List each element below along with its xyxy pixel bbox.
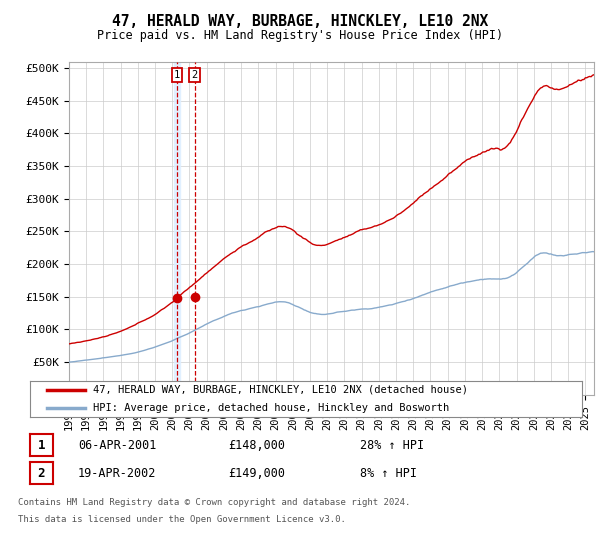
Text: 2: 2 [191, 70, 198, 80]
Text: 06-APR-2001: 06-APR-2001 [78, 438, 157, 452]
Text: HPI: Average price, detached house, Hinckley and Bosworth: HPI: Average price, detached house, Hinc… [94, 403, 450, 413]
Text: 28% ↑ HPI: 28% ↑ HPI [360, 438, 424, 452]
Text: 47, HERALD WAY, BURBAGE, HINCKLEY, LE10 2NX: 47, HERALD WAY, BURBAGE, HINCKLEY, LE10 … [112, 14, 488, 29]
Text: 1: 1 [38, 438, 45, 452]
Text: Contains HM Land Registry data © Crown copyright and database right 2024.: Contains HM Land Registry data © Crown c… [18, 498, 410, 507]
Text: £149,000: £149,000 [228, 466, 285, 480]
Text: 47, HERALD WAY, BURBAGE, HINCKLEY, LE10 2NX (detached house): 47, HERALD WAY, BURBAGE, HINCKLEY, LE10 … [94, 385, 469, 395]
Text: 2: 2 [38, 466, 45, 480]
Bar [175, 62, 179, 395]
Text: This data is licensed under the Open Government Licence v3.0.: This data is licensed under the Open Gov… [18, 515, 346, 524]
Text: £148,000: £148,000 [228, 438, 285, 452]
Text: Price paid vs. HM Land Registry's House Price Index (HPI): Price paid vs. HM Land Registry's House … [97, 29, 503, 42]
Text: 19-APR-2002: 19-APR-2002 [78, 466, 157, 480]
Text: 1: 1 [174, 70, 180, 80]
Text: 8% ↑ HPI: 8% ↑ HPI [360, 466, 417, 480]
